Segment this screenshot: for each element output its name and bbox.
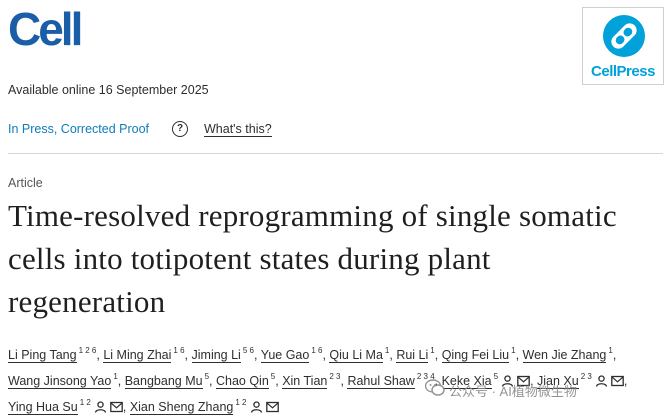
person-icon[interactable] <box>250 401 263 413</box>
affiliation-refs[interactable]: 5 <box>204 372 210 381</box>
cellpress-logo-text: CellPress <box>591 63 655 80</box>
author-item[interactable]: Chao Qin 5 <box>215 372 276 389</box>
author-name[interactable]: Rahul Shaw <box>347 374 415 389</box>
author-item[interactable]: Li Ping Tang 1 2 6 <box>8 346 97 363</box>
affiliation-refs[interactable]: 1 <box>113 372 118 381</box>
affiliation-refs[interactable]: 1 6 <box>173 346 185 355</box>
affiliation-refs[interactable]: 1 <box>430 346 435 355</box>
author-name[interactable]: Chao Qin <box>215 374 269 389</box>
author-item[interactable]: Ying Hua Su 1 2 <box>8 398 123 415</box>
author-item[interactable]: Xin Tian 2 3 <box>282 372 341 389</box>
in-press-status-link[interactable]: In Press, Corrected Proof <box>8 122 150 136</box>
author-name[interactable]: Jian Xu <box>537 374 579 389</box>
affiliation-refs[interactable]: 1 2 <box>79 398 91 407</box>
whats-this-link[interactable]: What's this? <box>204 122 272 137</box>
author-name[interactable]: Xian Sheng Zhang <box>129 400 234 415</box>
author-name[interactable]: Wang Jinsong Yao <box>8 374 112 389</box>
affiliation-refs[interactable]: 1 6 <box>311 346 323 355</box>
person-icon[interactable] <box>595 375 608 387</box>
author-list: Li Ping Tang 1 2 6, Li Ming Zhai 1 6, Jimi… <box>8 346 628 415</box>
envelope-icon[interactable] <box>517 375 530 387</box>
affiliation-refs[interactable]: 1 <box>608 346 613 355</box>
author-item[interactable]: Wen Jie Zhang 1 <box>522 346 613 363</box>
author-item[interactable]: Yue Gao 1 6 <box>260 346 323 363</box>
article-type-label: Article <box>8 176 43 190</box>
author-item[interactable]: Rahul Shaw 2 3 4 <box>347 372 435 389</box>
person-icon[interactable] <box>501 375 514 387</box>
author-name[interactable]: Li Ping Tang <box>8 348 77 363</box>
article-title: Time-resolved reprogramming of single so… <box>8 198 617 319</box>
author-item[interactable]: Keke Xia 5 <box>441 372 530 389</box>
author-name[interactable]: Jiming Li <box>191 348 241 363</box>
affiliation-refs[interactable]: 1 <box>384 346 390 355</box>
author-item[interactable]: Li Ming Zhai 1 6 <box>103 346 185 363</box>
author-name[interactable]: Qiu Li Ma <box>329 348 383 363</box>
author-name[interactable]: Qing Fei Liu <box>441 348 510 363</box>
author-item[interactable]: Jiming Li 5 6 <box>191 346 254 363</box>
author-item[interactable]: Wang Jinsong Yao 1 <box>8 372 118 389</box>
author-item[interactable]: Qiu Li Ma 1 <box>329 346 390 363</box>
author-item[interactable]: Bangbang Mu 5 <box>124 372 210 389</box>
envelope-icon[interactable] <box>611 375 624 387</box>
affiliation-refs[interactable]: 1 <box>511 346 516 355</box>
wechat-icon <box>425 379 445 396</box>
cellpress-mark-icon <box>603 15 645 57</box>
affiliation-refs[interactable]: 5 <box>270 372 276 381</box>
cellpress-logo[interactable]: CellPress <box>582 7 664 85</box>
availability-date: Available online 16 September 2025 <box>8 83 209 97</box>
cell-journal-logo[interactable]: Cell <box>8 3 83 55</box>
question-circle-icon[interactable]: ? <box>172 121 188 137</box>
author-name[interactable]: Yue Gao <box>260 348 310 363</box>
envelope-icon[interactable] <box>110 401 123 413</box>
author-name[interactable]: Li Ming Zhai <box>103 348 172 363</box>
author-name[interactable]: Wen Jie Zhang <box>522 348 607 363</box>
author-name[interactable]: Keke Xia <box>441 374 492 389</box>
affiliation-refs[interactable]: 2 3 4 <box>416 372 435 381</box>
envelope-icon[interactable] <box>265 401 279 413</box>
person-icon[interactable] <box>94 401 107 413</box>
affiliation-refs[interactable]: 5 6 <box>242 346 254 355</box>
watermark-text: 公众号 · AI植物微生物 <box>449 384 577 399</box>
affiliation-refs[interactable]: 2 3 <box>329 372 341 381</box>
author-item[interactable]: Rui Li 1 <box>396 346 435 363</box>
affiliation-refs[interactable]: 5 <box>493 372 499 381</box>
author-name[interactable]: Ying Hua Su <box>8 400 78 415</box>
author-name[interactable]: Rui Li <box>396 348 429 363</box>
affiliation-refs[interactable]: 1 2 <box>235 398 247 407</box>
divider <box>8 153 663 154</box>
author-name[interactable]: Bangbang Mu <box>124 374 203 389</box>
author-item[interactable]: Xian Sheng Zhang 1 2 <box>129 398 279 415</box>
author-item[interactable]: Qing Fei Liu 1 <box>441 346 516 363</box>
affiliation-refs[interactable]: 2 3 <box>580 372 592 381</box>
affiliation-refs[interactable]: 1 2 6 <box>78 346 97 355</box>
author-name[interactable]: Xin Tian <box>282 374 328 389</box>
